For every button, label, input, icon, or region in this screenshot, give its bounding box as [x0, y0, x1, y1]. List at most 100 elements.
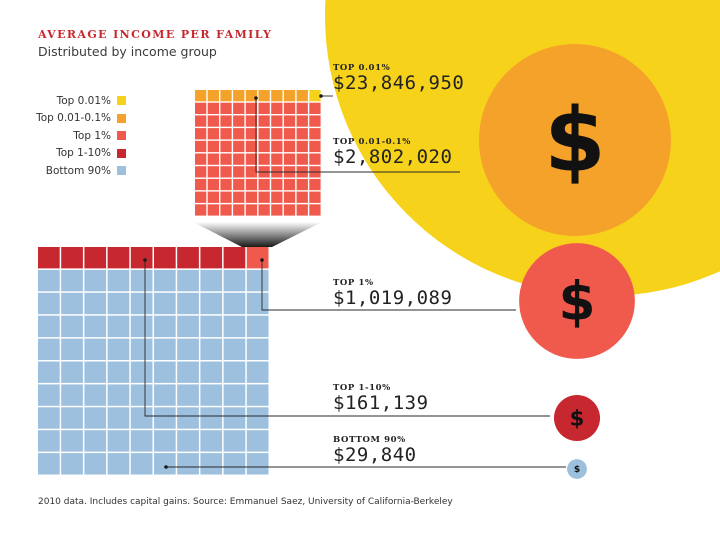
all-families-grid-cell [61, 362, 83, 383]
top-1-percent-grid-cell [284, 115, 295, 126]
leader-dot [319, 94, 323, 98]
top-1-percent-grid-cell [246, 179, 257, 190]
top-1-percent-grid-cell [233, 141, 244, 152]
all-families-grid-cell [84, 407, 106, 428]
all-families-grid-cell [177, 339, 199, 360]
top-1-percent-grid-cell [309, 115, 320, 126]
all-families-grid-cell [177, 384, 199, 405]
all-families-grid-cell [84, 247, 106, 268]
top-1-percent-grid-cell [233, 115, 244, 126]
all-families-grid-cell [224, 384, 246, 405]
all-families-grid-cell [247, 362, 269, 383]
top-1-percent-grid-cell [195, 115, 206, 126]
all-families-grid-cell [177, 453, 199, 474]
top-1-percent-grid-cell [271, 128, 282, 139]
top-1-percent-grid-cell [309, 128, 320, 139]
all-families-grid-cell [177, 293, 199, 314]
all-families-grid-cell [247, 316, 269, 337]
all-families-grid-cell [131, 362, 153, 383]
all-families-grid-cell [177, 247, 199, 268]
all-families-grid-cell [154, 430, 176, 451]
all-families-grid-cell [200, 453, 222, 474]
top-1-percent-grid-cell [297, 90, 308, 101]
all-families-grid-cell [108, 247, 130, 268]
top-1-percent-grid-cell [271, 141, 282, 152]
top-1-percent-grid-cell [233, 128, 244, 139]
top-1-percent-grid-cell [271, 179, 282, 190]
top-1-percent-grid-cell [195, 204, 206, 215]
all-families-grid-cell [84, 430, 106, 451]
top-1-percent-grid-cell [195, 192, 206, 203]
top-1-percent-grid-cell [246, 115, 257, 126]
value-label-top-0-01: $23,846,950 [333, 72, 464, 94]
all-families-grid-cell [224, 339, 246, 360]
all-families-grid-cell [247, 339, 269, 360]
all-families-grid-cell [131, 316, 153, 337]
top-1-percent-grid-cell [246, 128, 257, 139]
all-families-grid-cell [108, 339, 130, 360]
top-1-percent-grid-cell [271, 192, 282, 203]
all-families-grid-cell [84, 339, 106, 360]
top-1-percent-grid-cell [246, 103, 257, 114]
all-families-grid-cell [61, 270, 83, 291]
all-families-grid-cell [154, 270, 176, 291]
all-families-grid-cell [131, 430, 153, 451]
top-1-percent-grid-cell [309, 90, 320, 101]
leader-dot [254, 96, 258, 100]
all-families-grid-cell [154, 247, 176, 268]
top-1-percent-grid-cell [259, 128, 270, 139]
value-label-bottom-90: $29,840 [333, 444, 417, 466]
all-families-grid-cell [108, 270, 130, 291]
all-families-grid-cell [84, 362, 106, 383]
top-1-percent-grid-cell [220, 179, 231, 190]
top-1-percent-grid-cell [220, 115, 231, 126]
top-1-percent-grid-cell [259, 103, 270, 114]
all-families-grid-cell [154, 407, 176, 428]
all-families-grid-cell [200, 384, 222, 405]
value-label-top-1: $1,019,089 [333, 287, 452, 309]
all-families-grid-cell [131, 339, 153, 360]
all-families-grid-cell [61, 430, 83, 451]
top-1-percent-grid-cell [233, 179, 244, 190]
all-families-grid-cell [247, 270, 269, 291]
top-1-percent-grid-cell [297, 115, 308, 126]
all-families-grid-cell [200, 247, 222, 268]
top-1-percent-grid-cell [233, 154, 244, 165]
top-1-percent-grid-cell [246, 192, 257, 203]
top-1-percent-grid-cell [208, 103, 219, 114]
top-1-percent-grid-cell [208, 115, 219, 126]
dollar-icon: $ [558, 271, 595, 333]
all-families-grid-cell [247, 247, 269, 268]
all-families-grid-cell [224, 407, 246, 428]
leader-dot [260, 258, 264, 262]
top-1-percent-grid-cell [195, 103, 206, 114]
top-1-percent-grid-cell [208, 192, 219, 203]
top-1-percent-grid-cell [208, 204, 219, 215]
all-families-grid-cell [38, 407, 60, 428]
leader-dot [143, 258, 147, 262]
top-1-percent-grid-cell [284, 141, 295, 152]
dollar-icon: $ [544, 89, 605, 192]
funnel-connector [193, 222, 322, 247]
all-families-grid-cell [131, 247, 153, 268]
top-1-percent-grid-cell [297, 103, 308, 114]
top-1-percent-grid-cell [233, 192, 244, 203]
source-note: 2010 data. Includes capital gains. Sourc… [38, 497, 453, 507]
all-families-grid-cell [84, 270, 106, 291]
top-1-percent-grid-cell [297, 192, 308, 203]
all-families-grid-cell [177, 270, 199, 291]
all-families-grid-cell [177, 362, 199, 383]
top-1-percent-grid-cell [259, 154, 270, 165]
all-families-grid-cell [61, 407, 83, 428]
top-1-percent-grid-cell [233, 103, 244, 114]
top-1-percent-grid-cell [233, 204, 244, 215]
top-1-percent-grid-cell [246, 204, 257, 215]
top-1-percent-grid-cell [246, 166, 257, 177]
all-families-grid-cell [224, 316, 246, 337]
all-families-grid-cell [131, 453, 153, 474]
top-1-percent-grid-cell [297, 204, 308, 215]
value-label-top-1-10: $161,139 [333, 392, 429, 414]
top-1-percent-grid-cell [309, 204, 320, 215]
dollar-icon: $ [574, 465, 580, 475]
all-families-grid-cell [108, 453, 130, 474]
